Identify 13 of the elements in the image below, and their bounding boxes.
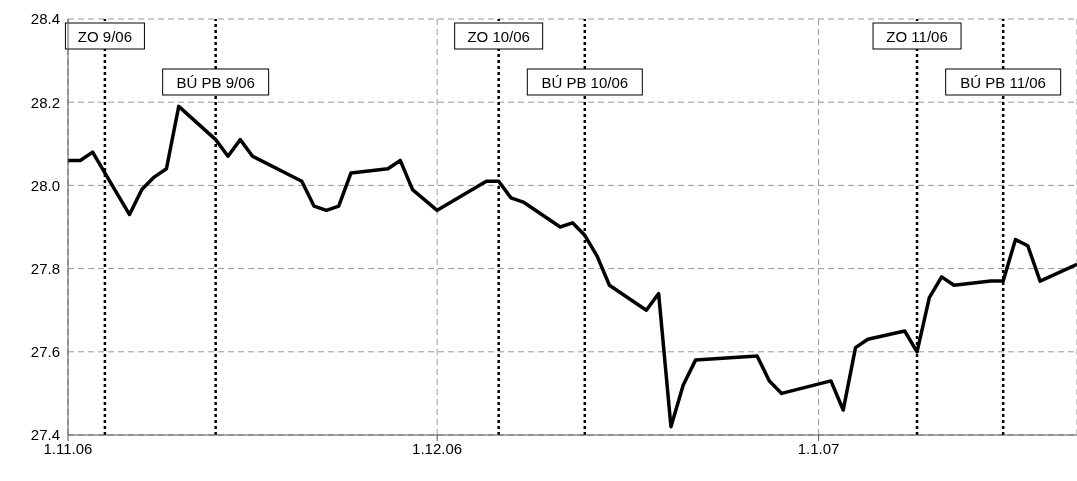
ref-line-label: ZO 9/06 <box>77 28 133 45</box>
ref-line-label: BÚ PB 10/06 <box>541 74 629 91</box>
y-tick-label: 28.4 <box>30 10 60 28</box>
y-tick-label: 28.2 <box>30 93 60 111</box>
y-tick-label: 27.8 <box>30 259 60 277</box>
y-tick-label: 27.6 <box>30 343 60 361</box>
x-tick-label: 1.1.07 <box>797 439 840 457</box>
ref-line-label: BÚ PB 11/06 <box>960 74 1046 91</box>
y-tick-label: 28.0 <box>30 176 60 194</box>
x-tick-label: 1.12.06 <box>412 439 463 457</box>
ref-line-label: ZO 10/06 <box>467 28 530 45</box>
ref-line-label: BÚ PB 9/06 <box>176 74 255 91</box>
ref-line-label: ZO 11/06 <box>886 28 948 45</box>
